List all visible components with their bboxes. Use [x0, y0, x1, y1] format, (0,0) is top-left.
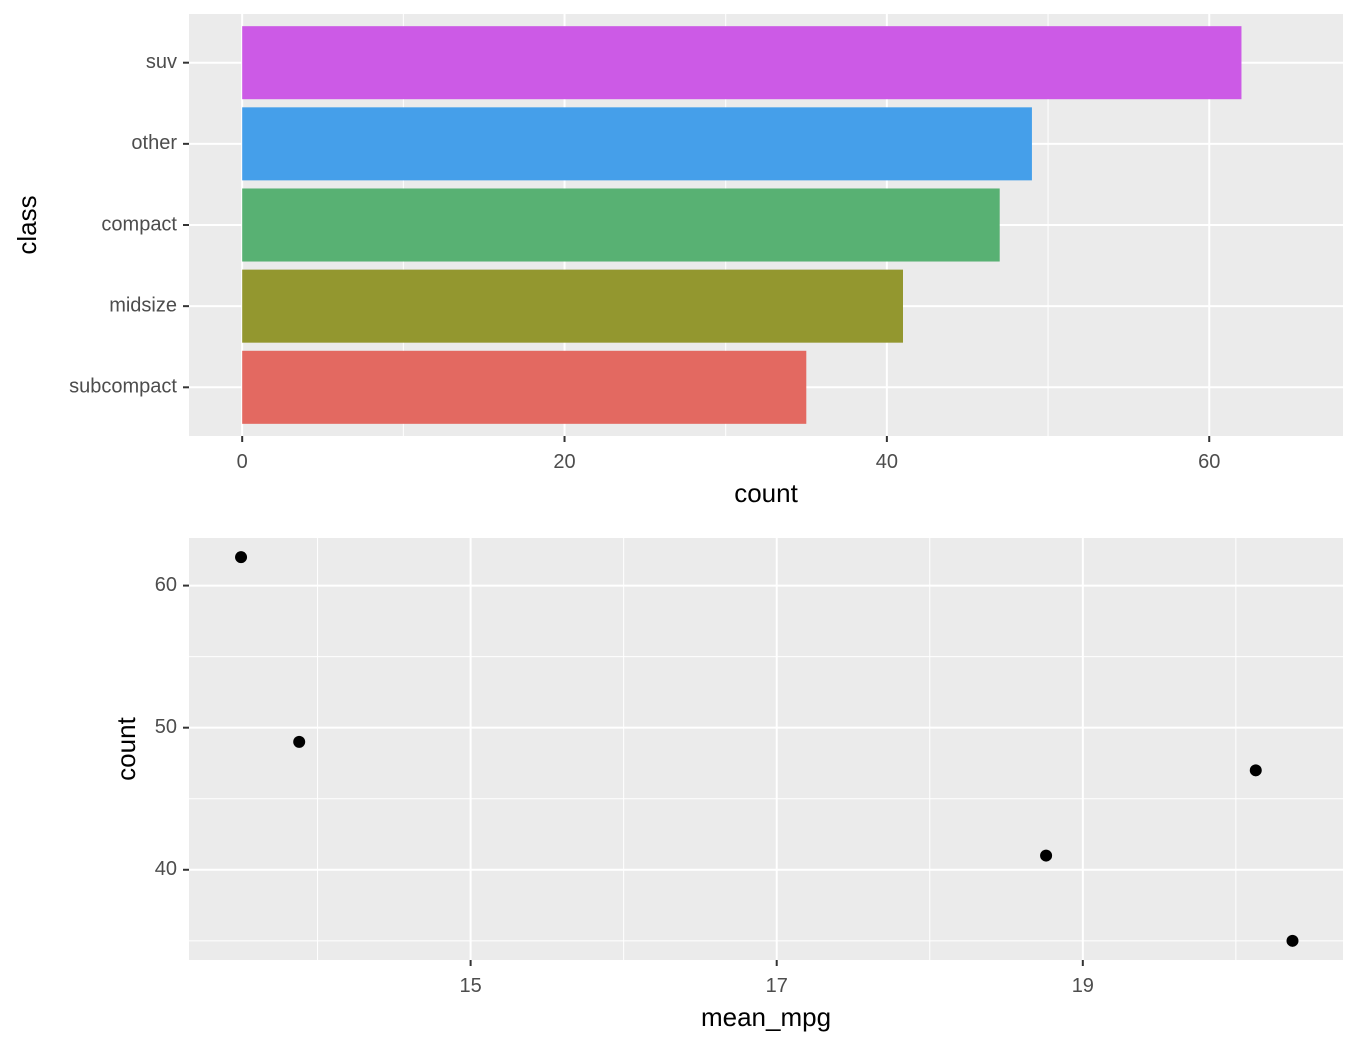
scatter-chart-x-tick-label: 15: [459, 975, 481, 997]
bar-chart-x-tick-label: 40: [876, 451, 898, 473]
scatter-point: [293, 735, 306, 748]
bar-chart-axes: subcompact midsize compact other suv 0 20 40 60: [69, 51, 1220, 473]
bar-chart-y-tick-label: other: [131, 132, 177, 154]
bar-chart-y-tick-label: midsize: [109, 294, 177, 316]
bar-chart-y-tick-label: subcompact: [69, 376, 177, 398]
scatter-point: [1249, 764, 1262, 777]
scatter-chart-x-tick-label: 17: [766, 975, 788, 997]
bar-chart-y-tick-label: compact: [101, 213, 177, 235]
scatter-chart-y-axis-title: count: [111, 716, 141, 780]
bar: [242, 188, 1000, 262]
scatter-chart-points: [235, 551, 1299, 947]
scatter-point: [1040, 849, 1053, 862]
bar-chart-bars: [242, 26, 1242, 424]
scatter-chart-y-tick-label: 40: [155, 858, 177, 880]
bar-chart-x-tick-label: 0: [237, 451, 248, 473]
bar: [242, 350, 807, 424]
bar: [242, 26, 1242, 100]
bar: [242, 269, 903, 343]
scatter-point: [235, 551, 248, 564]
scatter-chart: 15 17 19 40 50 60 mean_mpg count: [111, 538, 1343, 1032]
bar-chart-x-tick-label: 20: [553, 451, 575, 473]
bar-chart-y-axis-title: class: [12, 195, 42, 254]
bar-chart-x-axis-title: count: [734, 478, 798, 508]
scatter-chart-y-tick-label: 50: [155, 716, 177, 738]
scatter-chart-panel: [189, 538, 1343, 960]
bar-chart-x-tick-label: 60: [1198, 451, 1220, 473]
scatter-chart-axes: 15 17 19 40 50 60: [155, 574, 1094, 997]
scatter-point: [1286, 934, 1299, 947]
scatter-chart-x-axis-title: mean_mpg: [701, 1002, 831, 1032]
scatter-chart-y-tick-label: 60: [155, 574, 177, 596]
scatter-chart-x-tick-label: 19: [1072, 975, 1094, 997]
scatter-chart-grid: [189, 538, 1343, 960]
bar-chart-y-tick-label: suv: [146, 51, 177, 73]
bar: [242, 107, 1032, 181]
